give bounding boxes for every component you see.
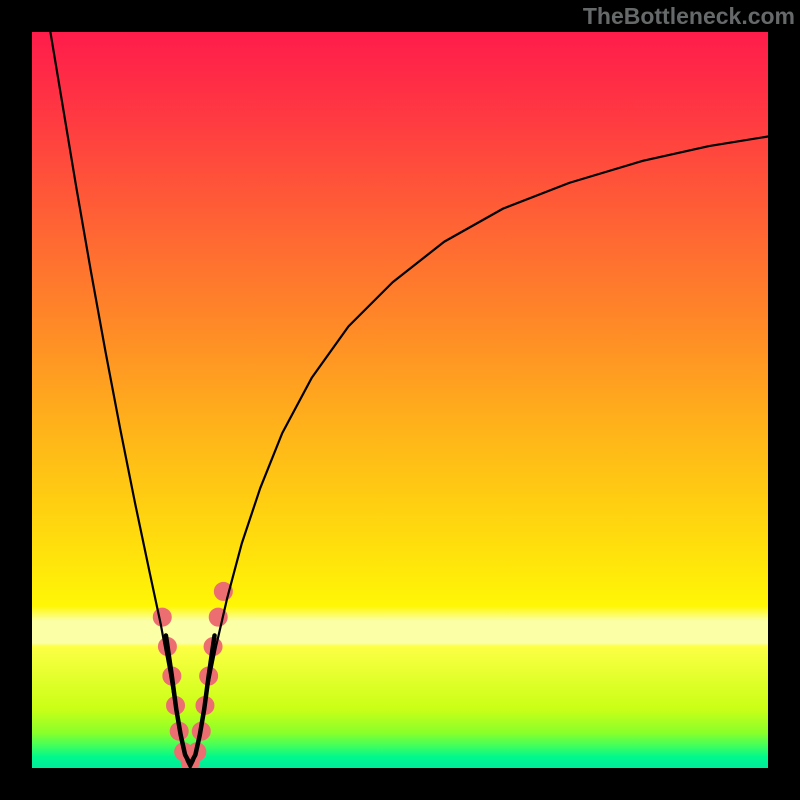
chart-svg (32, 32, 768, 768)
source-watermark: TheBottleneck.com (583, 3, 795, 30)
plot-area (32, 32, 768, 768)
